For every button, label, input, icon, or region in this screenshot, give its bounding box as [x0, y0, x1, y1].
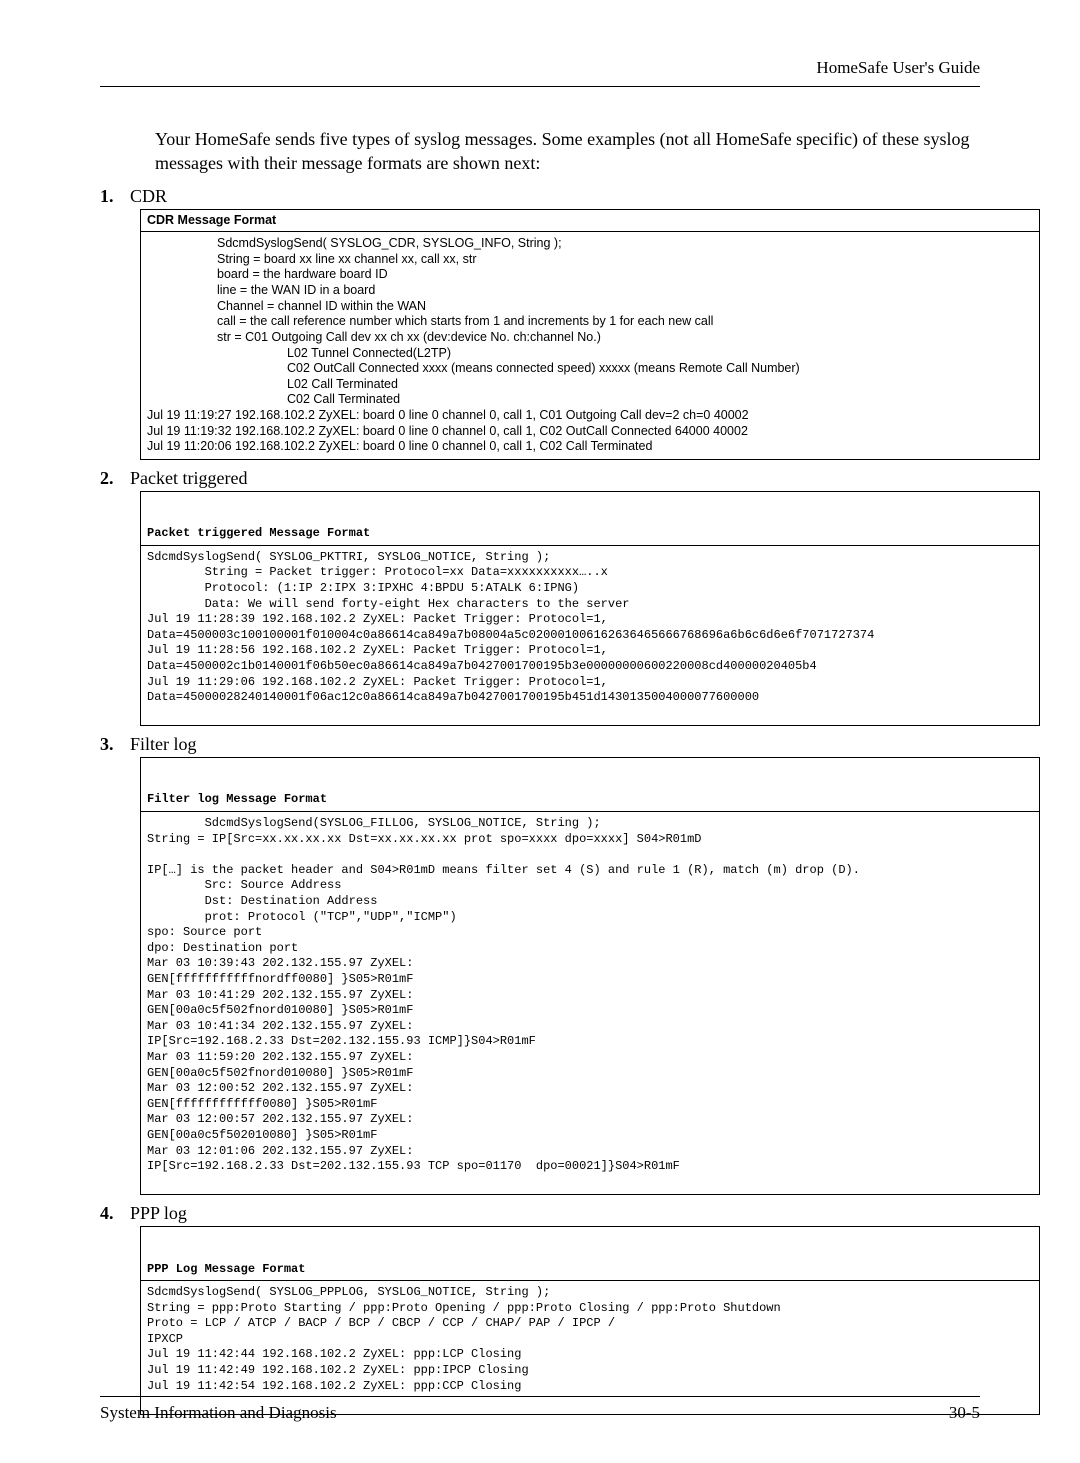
- ppp-box: PPP Log Message Format SdcmdSyslogSend( S…: [140, 1226, 1040, 1415]
- section-1-title: CDR: [130, 186, 167, 206]
- page: HomeSafe User's Guide Your HomeSafe send…: [0, 0, 1080, 1463]
- cdr-line: Channel = channel ID within the WAN: [147, 299, 1033, 315]
- section-1: 1. CDR: [100, 186, 980, 207]
- cdr-line: SdcmdSyslogSend( SYSLOG_CDR, SYSLOG_INFO…: [147, 236, 1033, 252]
- packet-box-body: SdcmdSyslogSend( SYSLOG_PKTTRI, SYSLOG_N…: [147, 550, 874, 704]
- cdr-line: L02 Call Terminated: [147, 377, 1033, 393]
- section-3: 3. Filter log: [100, 734, 980, 755]
- packet-box: Packet triggered Message Format SdcmdSysl…: [140, 491, 1040, 726]
- filter-box: Filter log Message Format SdcmdSyslogSen…: [140, 757, 1040, 1195]
- section-4: 4. PPP log: [100, 1203, 980, 1224]
- header-right: HomeSafe User's Guide: [100, 58, 980, 78]
- footer: System Information and Diagnosis 30-5: [100, 1396, 980, 1423]
- intro-paragraph: Your HomeSafe sends five types of syslog…: [155, 127, 980, 176]
- section-2-title: Packet triggered: [130, 468, 247, 488]
- cdr-log-line: Jul 19 11:20:06 192.168.102.2 ZyXEL: boa…: [147, 439, 1033, 455]
- cdr-line: board = the hardware board ID: [147, 267, 1033, 283]
- section-4-num: 4.: [100, 1203, 114, 1223]
- cdr-line: C02 OutCall Connected xxxx (means connec…: [147, 361, 1033, 377]
- section-3-title: Filter log: [130, 734, 197, 754]
- section-3-num: 3.: [100, 734, 114, 754]
- filter-box-body: SdcmdSyslogSend(SYSLOG_FILLOG, SYSLOG_NO…: [147, 816, 860, 1173]
- cdr-line: str = C01 Outgoing Call dev xx ch xx (de…: [147, 330, 1033, 346]
- cdr-line: String = board xx line xx channel xx, ca…: [147, 252, 1033, 268]
- section-2: 2. Packet triggered: [100, 468, 980, 489]
- ppp-box-body: SdcmdSyslogSend( SYSLOG_PPPLOG, SYSLOG_N…: [147, 1285, 781, 1393]
- cdr-line: call = the call reference number which s…: [147, 314, 1033, 330]
- footer-left: System Information and Diagnosis: [100, 1403, 337, 1423]
- ppp-box-header: PPP Log Message Format: [141, 1259, 1039, 1282]
- section-1-num: 1.: [100, 186, 114, 206]
- header-rule: [100, 86, 980, 87]
- cdr-log-line: Jul 19 11:19:32 192.168.102.2 ZyXEL: boa…: [147, 424, 1033, 440]
- cdr-box: CDR Message Format SdcmdSyslogSend( SYSL…: [140, 209, 1040, 460]
- section-2-num: 2.: [100, 468, 114, 488]
- filter-box-header: Filter log Message Format: [141, 789, 1039, 812]
- cdr-line: C02 Call Terminated: [147, 392, 1033, 408]
- cdr-log-line: Jul 19 11:19:27 192.168.102.2 ZyXEL: boa…: [147, 408, 1033, 424]
- footer-right: 30-5: [949, 1403, 980, 1423]
- packet-box-header: Packet triggered Message Format: [141, 523, 1039, 546]
- cdr-box-header: CDR Message Format: [141, 210, 1039, 233]
- cdr-line: line = the WAN ID in a board: [147, 283, 1033, 299]
- cdr-line: L02 Tunnel Connected(L2TP): [147, 346, 1033, 362]
- section-4-title: PPP log: [130, 1203, 187, 1223]
